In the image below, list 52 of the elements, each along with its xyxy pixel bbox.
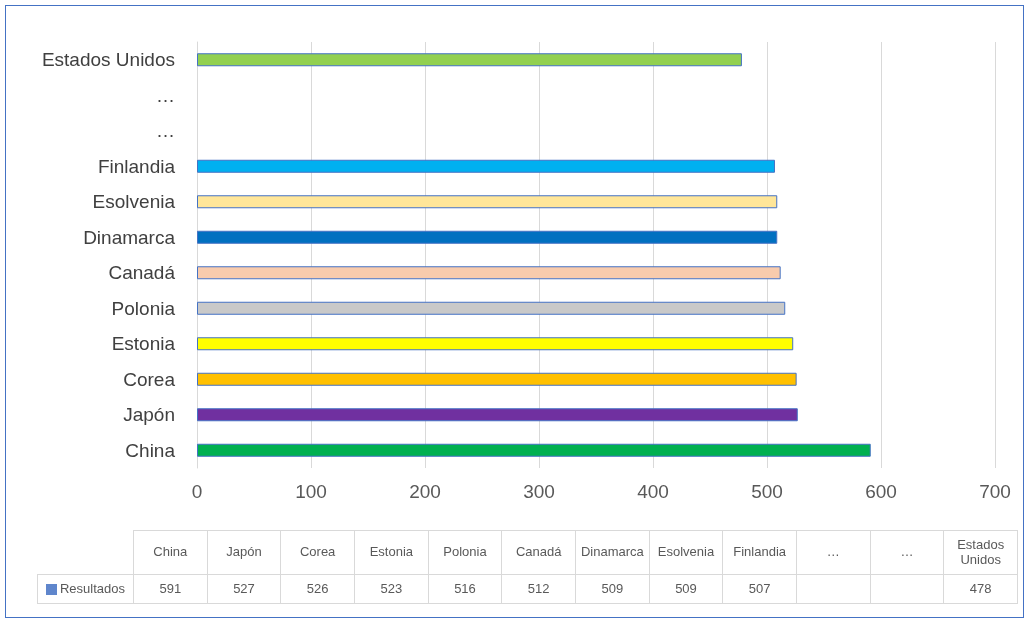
x-tick-label: 500 xyxy=(751,481,783,502)
bar xyxy=(197,195,778,209)
y-tick-label: Estonia xyxy=(111,333,176,355)
bar xyxy=(197,53,742,67)
data-label: 509 xyxy=(648,574,724,604)
x-tick-label: 400 xyxy=(637,481,669,502)
y-tick-label: … xyxy=(156,120,175,142)
category-label: Estonia xyxy=(354,530,429,575)
x-tick-label: 600 xyxy=(865,481,897,502)
y-tick-label: Esolvenia xyxy=(92,191,176,213)
data-label: 526 xyxy=(280,574,355,604)
category-label: Finlandia xyxy=(722,530,797,575)
y-tick-label: Canadá xyxy=(108,262,176,284)
category-label: Canadá xyxy=(501,530,576,575)
legend-label: Resultados xyxy=(59,580,126,597)
bar xyxy=(197,266,781,280)
data-label: 507 xyxy=(722,574,797,604)
y-tick-label: Finlandia xyxy=(97,155,176,177)
bar xyxy=(197,159,775,173)
y-tick-label: Dinamarca xyxy=(83,226,176,248)
y-tick-label: Estados Unidos xyxy=(41,49,175,71)
y-tick-label: China xyxy=(125,439,176,461)
category-label: Polonia xyxy=(427,530,503,575)
x-tick-label: 200 xyxy=(409,481,441,502)
data-label: 509 xyxy=(575,574,650,604)
x-tick-label: 0 xyxy=(191,481,203,502)
bar xyxy=(197,230,778,244)
y-tick-label: … xyxy=(156,84,175,106)
x-tick-label: 300 xyxy=(523,481,555,502)
x-tick-label: 100 xyxy=(295,481,327,502)
bar xyxy=(197,337,794,351)
category-label: Japón xyxy=(206,530,282,575)
y-tick-label: Corea xyxy=(123,368,176,390)
data-label: 591 xyxy=(133,574,208,604)
category-label: … xyxy=(796,530,871,575)
data-label: 512 xyxy=(501,574,576,604)
category-label: Corea xyxy=(280,530,355,575)
bar xyxy=(197,301,786,315)
data-label: 523 xyxy=(354,574,429,604)
bar xyxy=(197,408,798,422)
x-tick-label: 700 xyxy=(979,481,1011,502)
bar xyxy=(197,372,797,386)
category-label: … xyxy=(869,530,945,575)
category-label: Dinamarca xyxy=(575,530,650,575)
y-tick-label: Japón xyxy=(123,404,175,426)
data-label: 478 xyxy=(943,574,1018,604)
category-label: Esolvenia xyxy=(648,530,724,575)
category-label: Estados Unidos xyxy=(943,530,1018,575)
bar xyxy=(197,443,871,457)
data-label: 516 xyxy=(427,574,503,604)
data-label: 527 xyxy=(206,574,282,604)
y-tick-label: Polonia xyxy=(111,297,176,319)
